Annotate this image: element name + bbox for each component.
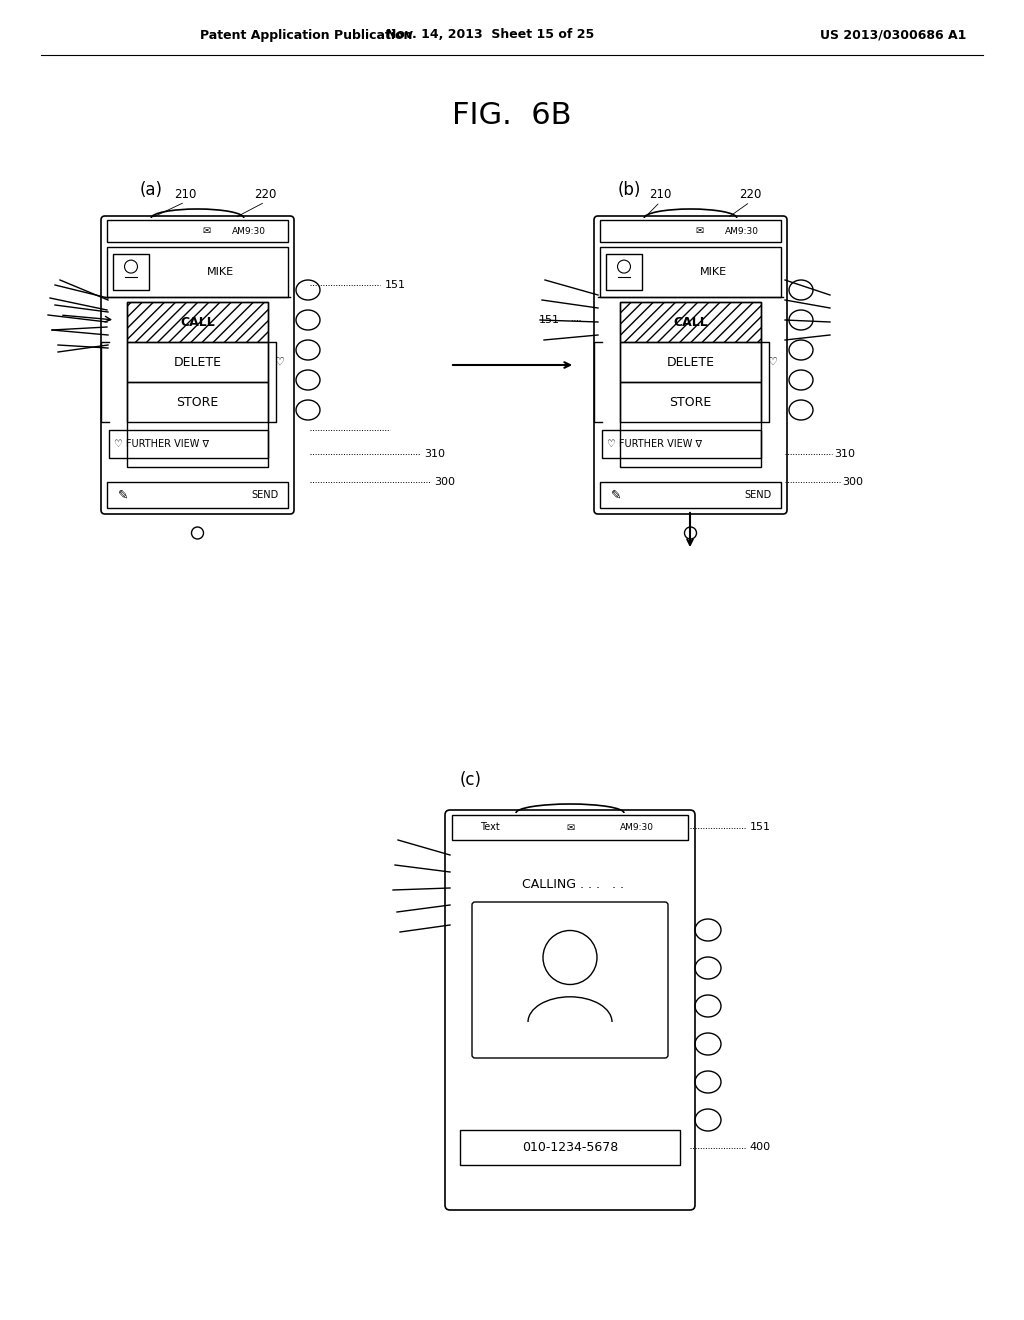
Text: ✉: ✉ <box>566 822 574 833</box>
Bar <box>602 430 761 458</box>
Bar <box>600 220 781 242</box>
Text: 210: 210 <box>174 189 197 202</box>
Bar <box>620 302 761 467</box>
Text: AM9:30: AM9:30 <box>725 227 760 235</box>
Text: 220: 220 <box>254 189 276 202</box>
Bar <box>127 381 268 422</box>
Bar <box>106 482 288 508</box>
Text: CALL: CALL <box>180 315 215 329</box>
Bar <box>620 381 761 422</box>
Text: 300: 300 <box>434 477 456 487</box>
Text: 151: 151 <box>750 822 770 833</box>
Text: ✎: ✎ <box>118 488 128 502</box>
Text: Text: Text <box>480 822 500 833</box>
Text: Patent Application Publication: Patent Application Publication <box>200 29 413 41</box>
Text: ✎: ✎ <box>610 488 622 502</box>
Bar <box>620 342 761 381</box>
Bar <box>460 1130 680 1166</box>
Text: CALLING . . .   . .: CALLING . . . . . <box>522 879 624 891</box>
Text: ♡ FURTHER VIEW ∇: ♡ FURTHER VIEW ∇ <box>114 440 209 449</box>
Text: MIKE: MIKE <box>207 267 233 277</box>
Text: (a): (a) <box>140 181 163 199</box>
Text: ✉: ✉ <box>203 226 211 236</box>
Text: SEND: SEND <box>744 490 772 500</box>
Text: FIG.  6B: FIG. 6B <box>453 100 571 129</box>
Text: STORE: STORE <box>176 396 219 408</box>
Text: (c): (c) <box>460 771 482 789</box>
Bar <box>106 220 288 242</box>
Text: 300: 300 <box>843 477 863 487</box>
Text: SEND: SEND <box>251 490 279 500</box>
Bar <box>127 302 268 342</box>
Text: 151: 151 <box>539 315 560 325</box>
Text: 400: 400 <box>750 1143 771 1152</box>
Text: (b): (b) <box>618 181 641 199</box>
Text: DELETE: DELETE <box>667 355 715 368</box>
Text: 310: 310 <box>425 449 445 459</box>
Text: 151: 151 <box>384 280 406 290</box>
Bar <box>452 814 688 840</box>
Text: ♡ FURTHER VIEW ∇: ♡ FURTHER VIEW ∇ <box>607 440 702 449</box>
Text: ✉: ✉ <box>695 226 703 236</box>
Text: 210: 210 <box>649 189 671 202</box>
Text: US 2013/0300686 A1: US 2013/0300686 A1 <box>820 29 967 41</box>
Bar <box>600 482 781 508</box>
Text: DELETE: DELETE <box>173 355 221 368</box>
Bar <box>109 430 268 458</box>
Text: AM9:30: AM9:30 <box>621 822 654 832</box>
Text: 310: 310 <box>835 449 855 459</box>
Text: 010-1234-5678: 010-1234-5678 <box>522 1140 618 1154</box>
Bar <box>113 253 150 290</box>
Text: Nov. 14, 2013  Sheet 15 of 25: Nov. 14, 2013 Sheet 15 of 25 <box>386 29 594 41</box>
Text: STORE: STORE <box>670 396 712 408</box>
Bar <box>600 247 781 297</box>
Text: MIKE: MIKE <box>699 267 727 277</box>
Text: CALL: CALL <box>673 315 708 329</box>
Text: ♡: ♡ <box>275 356 285 367</box>
Bar <box>106 247 288 297</box>
Text: AM9:30: AM9:30 <box>232 227 266 235</box>
Text: 220: 220 <box>738 189 761 202</box>
Text: ♡: ♡ <box>768 356 778 367</box>
Bar <box>127 342 268 381</box>
Bar <box>620 302 761 342</box>
Bar <box>606 253 642 290</box>
Bar <box>127 302 268 467</box>
